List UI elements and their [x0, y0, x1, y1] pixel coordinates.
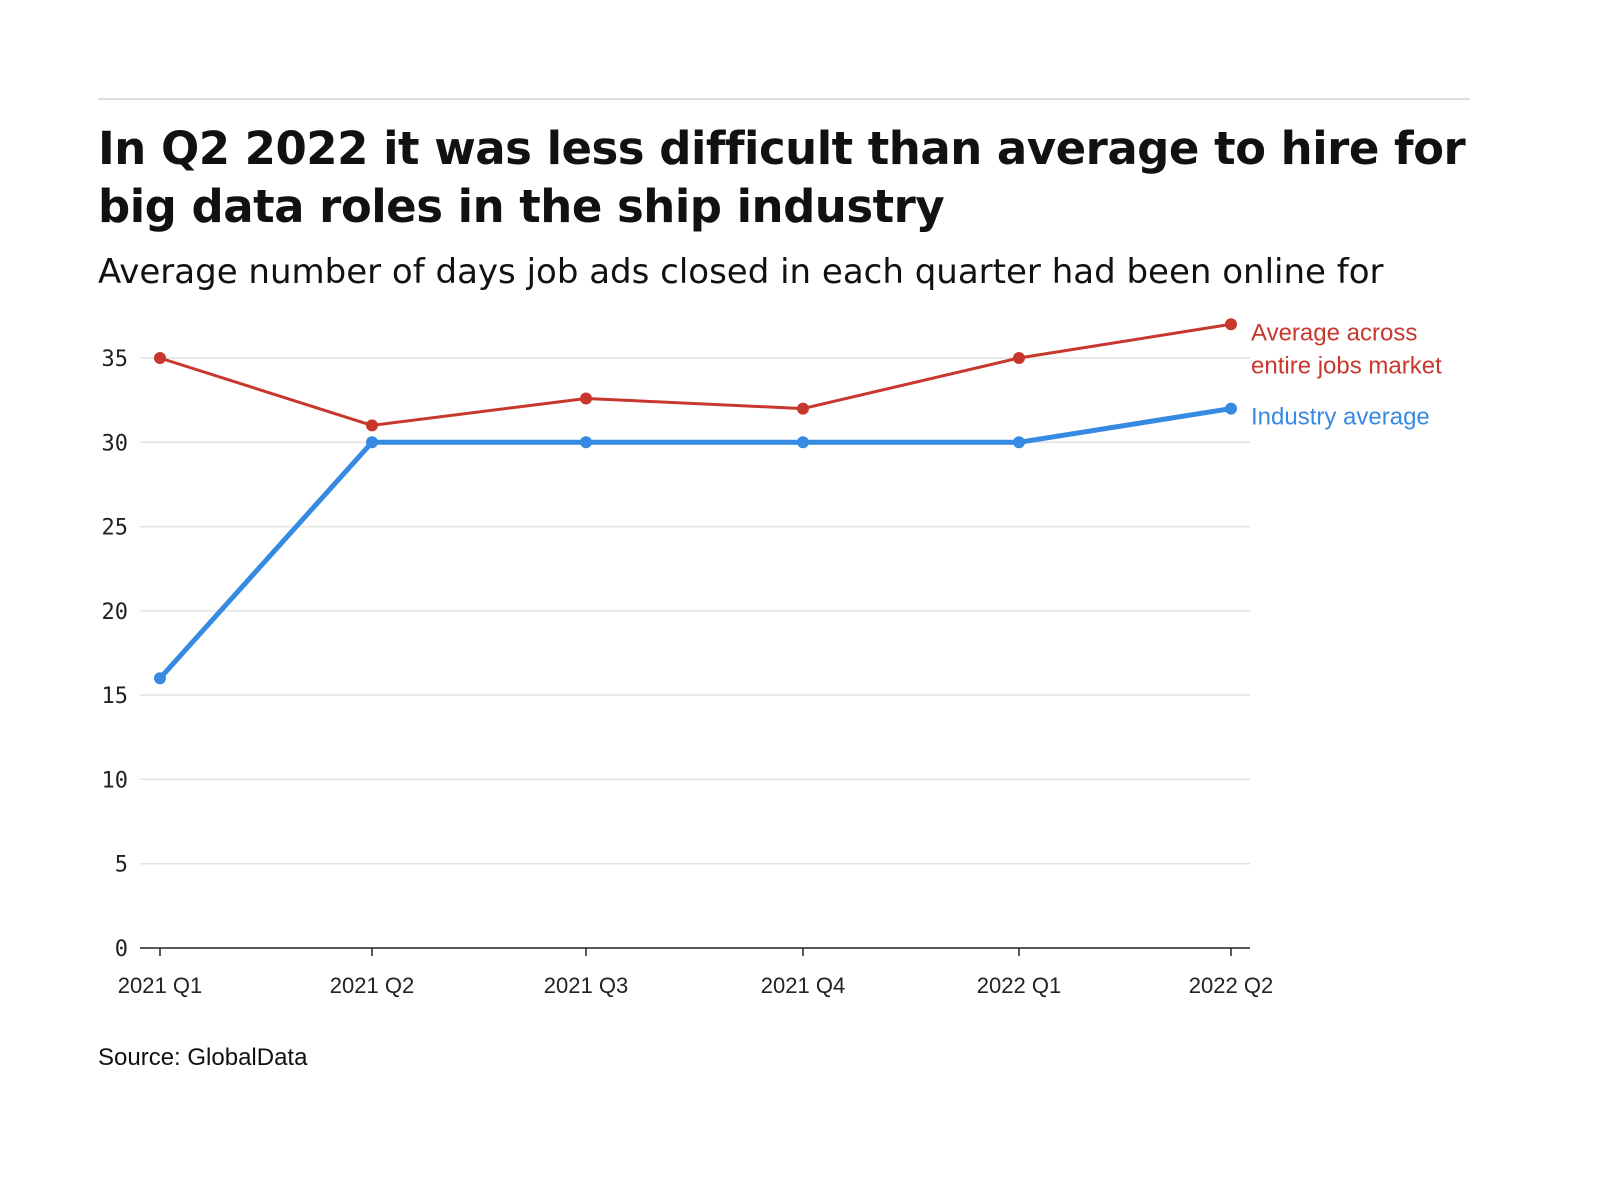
data-point	[1013, 436, 1025, 449]
y-tick-label: 5	[115, 853, 128, 878]
x-tick-label: 2022 Q1	[977, 973, 1061, 998]
x-tick-label: 2021 Q1	[118, 973, 202, 998]
y-tick-label: 35	[102, 347, 129, 372]
y-tick-label: 0	[115, 937, 128, 962]
series-label: Industry average	[1251, 404, 1430, 431]
data-point	[1225, 318, 1237, 331]
series-line	[159, 322, 1232, 427]
data-point	[580, 392, 592, 405]
data-point	[366, 436, 378, 449]
data-point	[797, 402, 809, 415]
top-divider	[98, 98, 1470, 100]
x-tick-label: 2022 Q2	[1189, 973, 1273, 998]
x-tick-label: 2021 Q2	[330, 973, 414, 998]
chart-title: In Q2 2022 it was less difficult than av…	[98, 122, 1466, 233]
data-point	[1225, 402, 1237, 415]
chart-subtitle: Average number of days job ads closed in…	[98, 252, 1384, 292]
series-label: Average across	[1251, 319, 1417, 346]
data-point	[154, 672, 166, 685]
data-point	[366, 419, 378, 432]
data-point	[797, 436, 809, 449]
y-tick-label: 15	[102, 684, 129, 709]
x-tick-label: 2021 Q4	[761, 973, 845, 998]
data-point	[1013, 352, 1025, 364]
y-tick-label: 30	[102, 431, 129, 456]
series-label: entire jobs market	[1251, 352, 1442, 379]
data-point	[580, 436, 592, 449]
y-tick-label: 10	[102, 768, 129, 793]
x-tick-label: 2021 Q3	[544, 973, 628, 998]
y-tick-label: 25	[102, 516, 129, 541]
y-tick-label: 20	[102, 600, 129, 625]
series-line	[158, 406, 1232, 680]
source-note: Source: GlobalData	[98, 1044, 308, 1071]
data-point	[154, 352, 166, 364]
